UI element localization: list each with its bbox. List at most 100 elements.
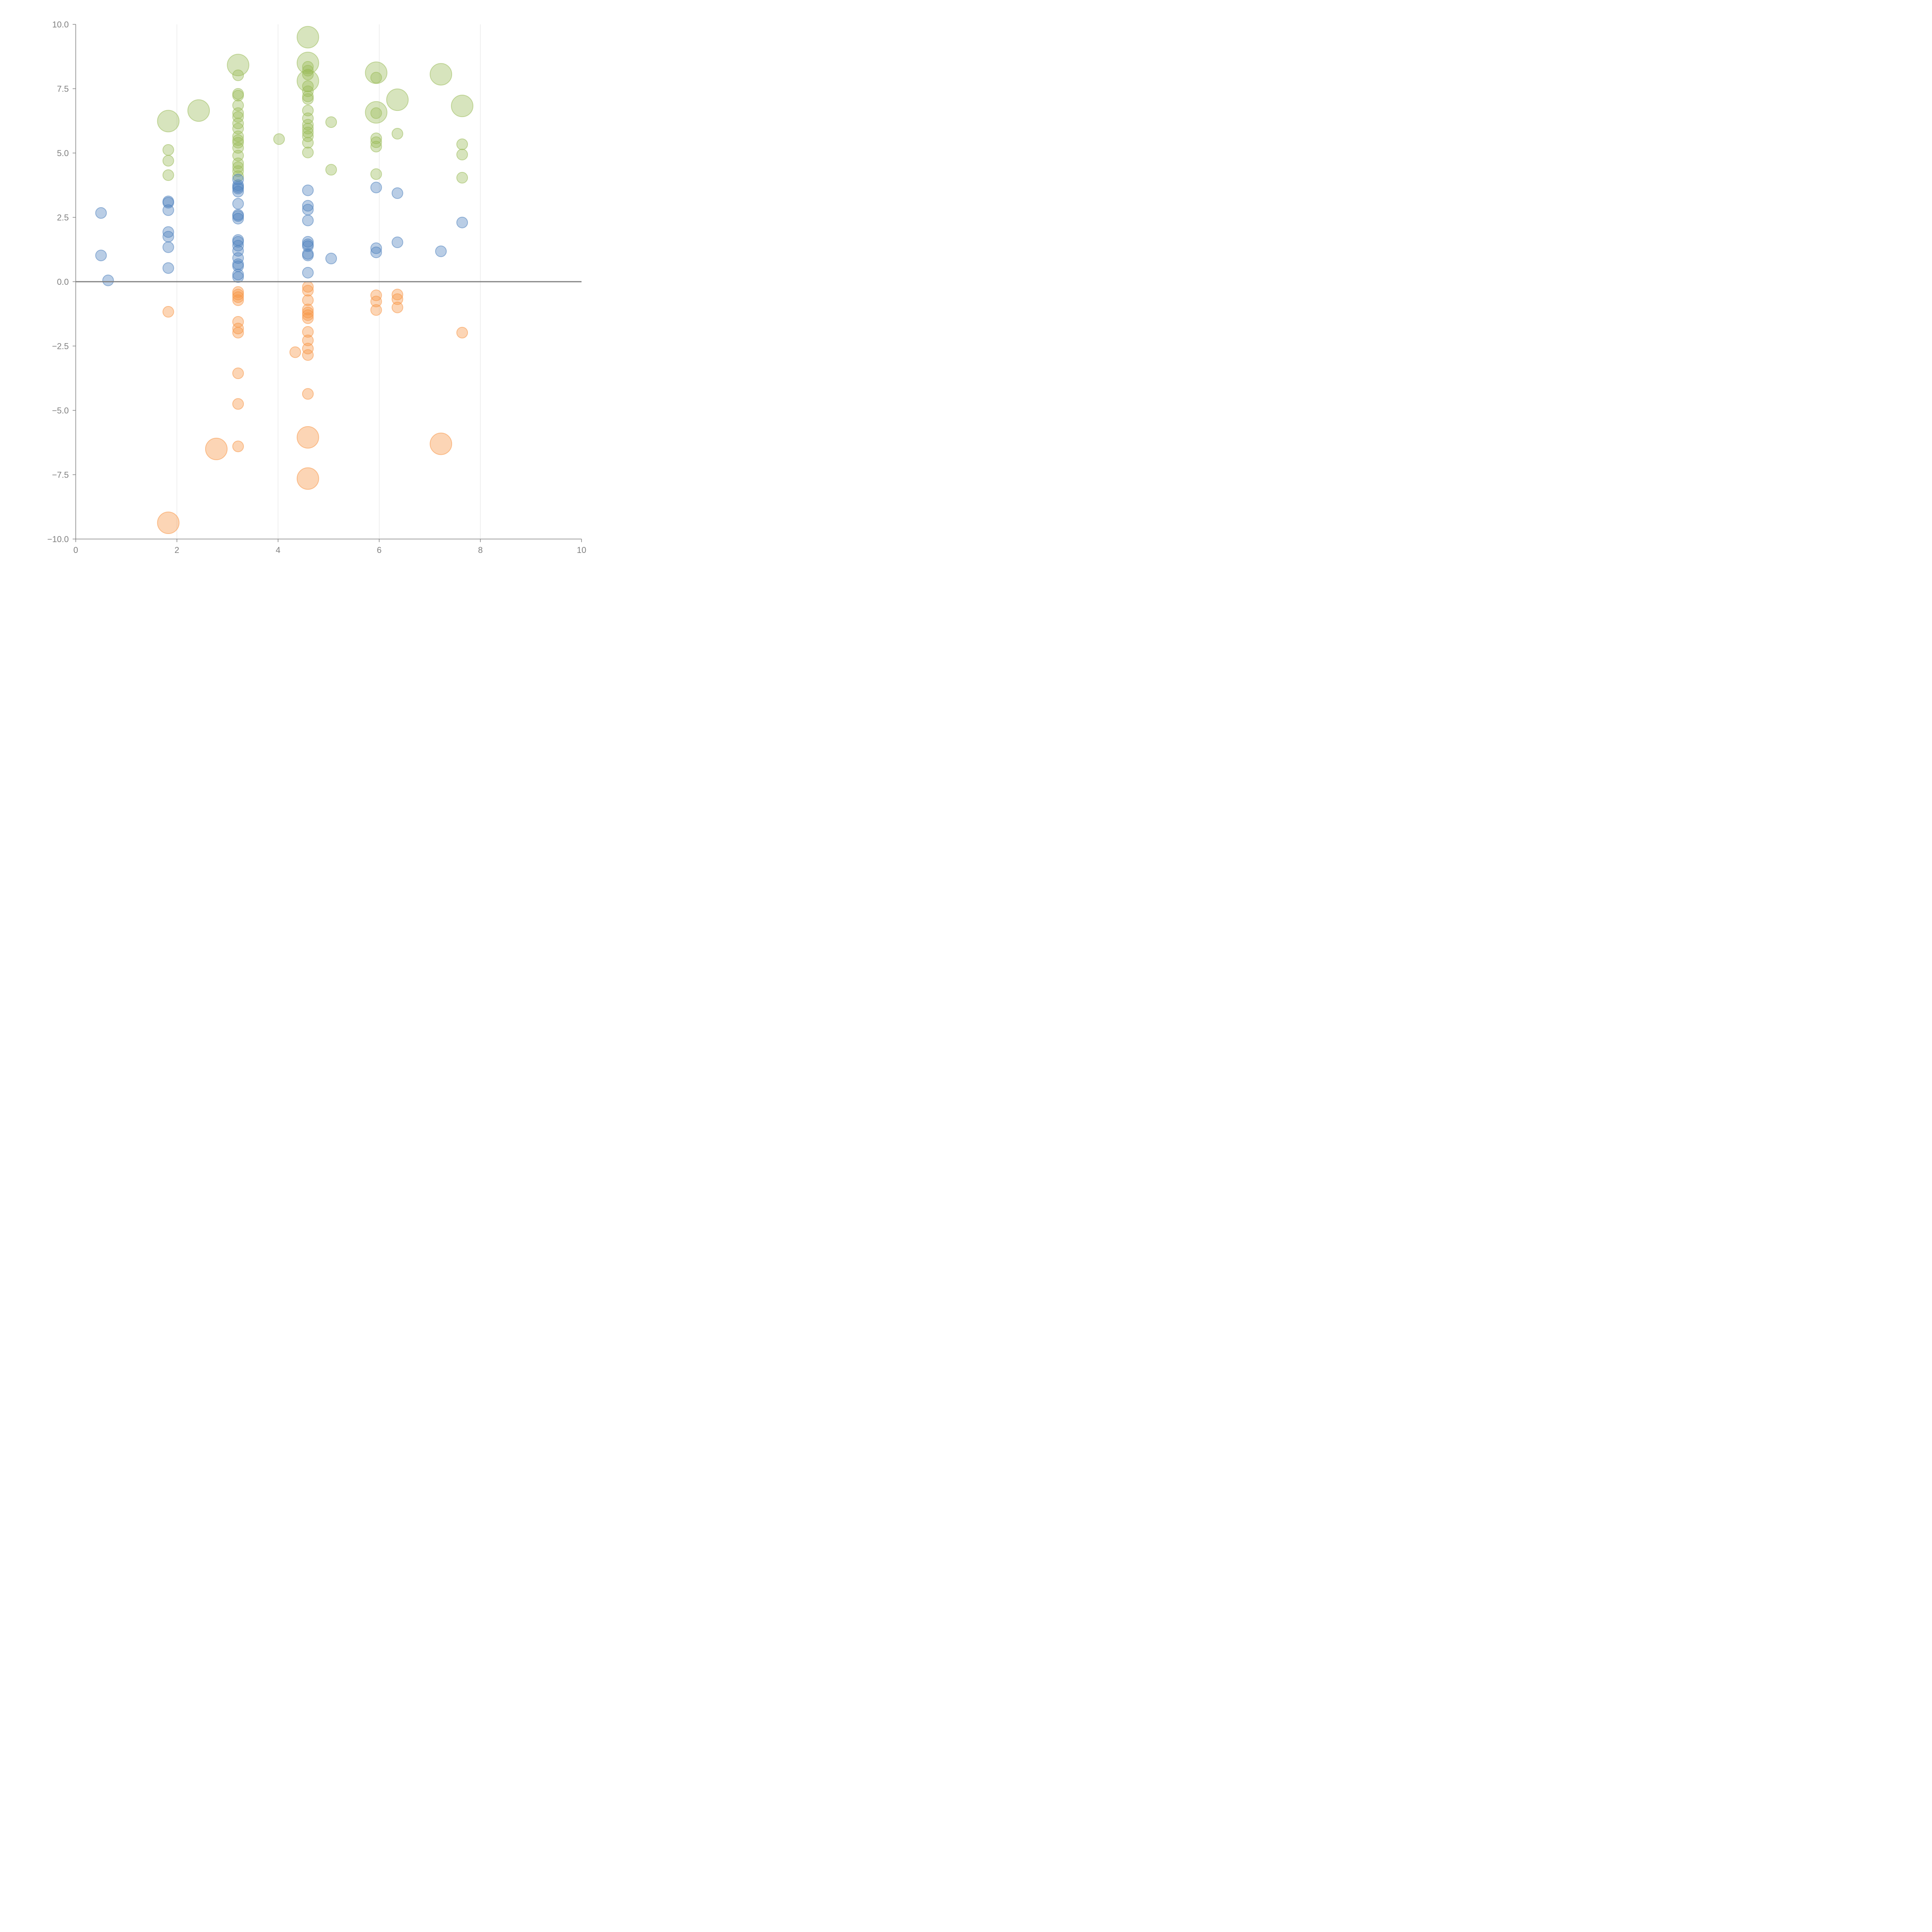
data-point-orange [232, 367, 244, 379]
data-point-blue [232, 236, 244, 248]
data-point-blue [435, 245, 447, 257]
x-tick-label: 6 [377, 545, 381, 555]
y-tick-label: 10.0 [52, 20, 69, 29]
data-point-blue [456, 216, 468, 228]
data-point-blue [302, 214, 314, 226]
data-point-green [302, 137, 314, 149]
data-point-blue [162, 226, 174, 238]
data-point-green [296, 26, 319, 49]
data-point-green [370, 136, 382, 148]
data-point-orange [232, 294, 244, 306]
data-point-green [232, 130, 244, 142]
data-point-blue [162, 262, 174, 274]
data-point-blue [232, 269, 244, 281]
y-tick-label: 7.5 [57, 84, 69, 94]
data-point-orange [391, 289, 403, 301]
data-point-orange [391, 293, 403, 305]
data-point-orange [296, 426, 319, 449]
y-tick-label: −5.0 [52, 406, 69, 415]
data-point-green [451, 95, 474, 117]
data-point-orange [232, 323, 244, 335]
axes [75, 24, 582, 539]
data-point-blue [232, 252, 244, 264]
data-point-blue [232, 210, 244, 222]
data-point-green [302, 93, 314, 105]
data-point-blue [302, 267, 314, 279]
data-point-blue [370, 247, 382, 259]
data-point-orange [391, 301, 403, 313]
x-tick-label: 10 [577, 545, 586, 555]
data-point-blue [302, 204, 314, 216]
data-point-green [370, 168, 382, 180]
data-point-green [157, 110, 180, 133]
scatter-chart: 0 2 4 6 8 10 10.0 7.5 5.0 2.5 0.0 −2.5 −5.0 −7.5 −10.… [47, 20, 586, 555]
data-point-orange [296, 467, 319, 490]
data-point-orange [157, 512, 180, 534]
data-point-blue [232, 182, 244, 194]
y-tick-label: 2.5 [57, 213, 69, 223]
data-point-green [232, 69, 244, 81]
x-tick-label: 0 [73, 545, 78, 555]
data-point-blue [391, 236, 403, 248]
data-point-orange [205, 437, 228, 460]
data-point-orange [232, 440, 244, 452]
data-point-green [232, 107, 244, 119]
series-blue [95, 173, 468, 286]
data-point-blue [95, 207, 107, 219]
data-point-blue [232, 213, 244, 224]
data-point-green [162, 155, 174, 167]
data-point-blue [232, 198, 244, 210]
data-point-green [386, 88, 409, 111]
data-point-orange [370, 296, 382, 308]
data-point-blue [162, 241, 174, 253]
y-tick-label: −2.5 [52, 342, 69, 351]
data-point-orange [302, 294, 314, 306]
x-tick-label: 8 [478, 545, 483, 555]
data-point-green [325, 164, 337, 176]
x-axis-ticks: 0 2 4 6 8 10 [73, 539, 586, 555]
data-point-green [456, 138, 468, 150]
data-point-orange [289, 346, 301, 358]
data-point-green [325, 116, 337, 128]
y-tick-label: 5.0 [57, 148, 69, 158]
data-point-green [302, 112, 314, 124]
data-point-orange [232, 398, 244, 410]
data-point-green [370, 107, 382, 119]
series-orange [157, 281, 468, 534]
data-point-orange [302, 388, 314, 400]
data-point-blue [325, 253, 337, 265]
data-point-green [302, 65, 314, 77]
data-point-orange [302, 349, 314, 361]
data-point-green [232, 90, 244, 102]
data-point-blue [162, 231, 174, 243]
y-axis-ticks: 10.0 7.5 5.0 2.5 0.0 −2.5 −5.0 −7.5 −10.0 [47, 20, 76, 544]
data-point-orange [302, 309, 314, 321]
data-point-green [456, 172, 468, 184]
data-point-green [187, 99, 210, 122]
data-point-blue [302, 236, 314, 248]
x-tick-label: 4 [276, 545, 280, 555]
data-point-blue [302, 184, 314, 196]
y-tick-label: −7.5 [52, 470, 69, 480]
y-tick-label: 0.0 [57, 277, 69, 287]
data-point-orange [430, 432, 452, 455]
data-point-orange [456, 327, 468, 338]
data-point-blue [162, 204, 174, 216]
data-point-blue [370, 242, 382, 254]
data-point-blue [232, 271, 244, 283]
data-point-green [370, 71, 382, 83]
data-point-blue [95, 250, 107, 262]
data-point-orange [162, 306, 174, 318]
data-point-orange [302, 285, 314, 297]
data-point-green [232, 111, 244, 123]
data-point-green [302, 146, 314, 158]
data-point-blue [302, 250, 314, 262]
data-point-blue [391, 187, 403, 199]
data-point-orange [302, 343, 314, 355]
data-point-blue [302, 200, 314, 212]
y-tick-label: −10.0 [47, 534, 69, 544]
data-point-green [273, 133, 285, 145]
data-point-green [302, 126, 314, 138]
data-point-orange [232, 291, 244, 303]
data-point-green [370, 133, 382, 145]
